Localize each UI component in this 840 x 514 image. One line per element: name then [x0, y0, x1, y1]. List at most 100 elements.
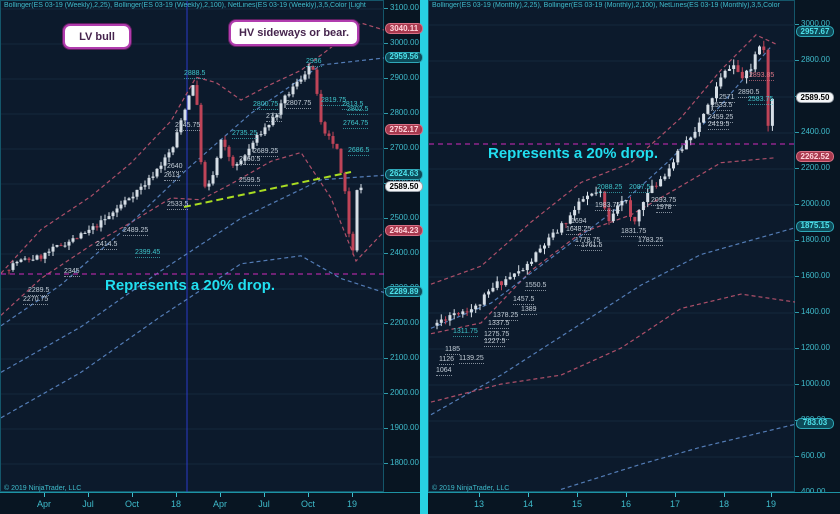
price-axis-label: 1200.00 — [801, 342, 830, 352]
bar-price-label: 2093.75 — [651, 197, 677, 204]
monthly-chart-plot-area[interactable]: Bollinger(ES 03-19 (Monthly),2,25), Boll… — [428, 0, 796, 493]
bar-price-label: 2893.85 — [749, 72, 775, 79]
time-axis-tick — [264, 493, 265, 497]
price-axis-tick — [795, 275, 799, 277]
price-axis-label: 2200.00 — [390, 318, 419, 327]
bar-price-label: 1126 — [439, 356, 455, 363]
bar-price-label: 2571 — [719, 94, 735, 101]
time-axis-label: 17 — [669, 499, 681, 509]
price-axis-label: 2200.00 — [801, 162, 830, 172]
time-axis-label: 16 — [620, 499, 632, 509]
time-axis-label: Oct — [300, 499, 316, 509]
bar-price-label: 2533.5 — [711, 102, 733, 109]
time-axis-tick — [44, 493, 45, 497]
time-axis-label: 13 — [473, 499, 485, 509]
monthly-chart-panel: Bollinger(ES 03-19 (Monthly),2,25), Boll… — [428, 0, 840, 514]
bar-price-label: 2764.75 — [343, 120, 369, 127]
price-axis-label: 2900.00 — [390, 73, 419, 82]
weekly-drop-annotation: Represents a 20% drop. — [105, 277, 276, 294]
price-axis-tick — [384, 463, 388, 464]
weekly-time-axis[interactable]: Apr Jul Oct 18 Apr Jul Oct 19 — [0, 492, 420, 514]
price-axis-tick — [384, 218, 388, 219]
time-axis-tick — [132, 493, 133, 497]
bar-price-label: 1389 — [521, 306, 537, 313]
panel-divider[interactable] — [420, 0, 428, 514]
time-axis-tick — [176, 493, 177, 497]
price-axis-label: 3000.00 — [390, 38, 419, 47]
time-axis-label: 18 — [170, 499, 182, 509]
price-axis-tick — [384, 8, 388, 9]
time-axis-tick — [771, 493, 772, 497]
monthly-price-axis[interactable]: 3000.002800.002600.002400.002200.002000.… — [795, 0, 840, 495]
bar-price-label: 1227.5 — [484, 338, 506, 345]
price-axis-tick — [384, 78, 388, 79]
time-axis-label: 14 — [522, 499, 534, 509]
bar-price-label: 2533.5 — [167, 201, 189, 208]
price-axis-label: 3100.00 — [390, 3, 419, 12]
time-axis-tick — [479, 493, 480, 497]
monthly-drop-annotation: Represents a 20% drop. — [488, 145, 659, 162]
price-axis-tick — [795, 347, 799, 349]
weekly-indicator-header: Bollinger(ES 03-19 (Weekly),2,25), Bolli… — [4, 2, 366, 9]
indicator-price-badge: 3040.11 — [385, 23, 423, 35]
time-axis-label: 15 — [571, 499, 583, 509]
bar-price-label: 2689.25 — [253, 148, 279, 155]
bar-price-label: 1378.25 — [493, 312, 519, 319]
weekly-price-axis[interactable]: 3100.003000.002900.002800.002700.002600.… — [384, 0, 423, 492]
indicator-price-badge: 2752.17 — [385, 124, 423, 136]
weekly-copyright: © 2019 NinjaTrader, LLC — [4, 485, 82, 492]
price-axis-tick — [384, 43, 388, 44]
price-axis-label: 1900.00 — [390, 423, 419, 432]
price-axis-label: 2400.00 — [801, 126, 830, 136]
bar-price-label: 1457.5 — [513, 296, 535, 303]
price-axis-tick — [795, 167, 799, 169]
bar-price-label: 1064 — [436, 367, 452, 374]
time-axis-label: Jul — [258, 499, 270, 509]
bar-price-label: 2399.45 — [135, 249, 161, 256]
bar-price-label: 2270.75 — [23, 296, 49, 303]
callout-lv-bull: LV bull — [63, 24, 131, 49]
bar-price-label: 1185 — [445, 346, 461, 353]
weekly-chart-plot-area[interactable]: Bollinger(ES 03-19 (Weekly),2,25), Bolli… — [0, 0, 385, 493]
price-axis-tick — [795, 59, 799, 61]
bar-price-label: 2459.25 — [708, 114, 734, 121]
price-axis-label: 2500.00 — [390, 213, 419, 222]
bar-price-label: 2735.25 — [232, 130, 258, 137]
time-axis-tick — [308, 493, 309, 497]
time-axis-tick — [626, 493, 627, 497]
bar-price-label: 1311.75 — [453, 328, 478, 335]
monthly-copyright: © 2019 NinjaTrader, LLC — [432, 485, 510, 492]
indicator-price-badge: 2959.56 — [385, 51, 423, 63]
bar-price-label: 2819.75 — [321, 97, 347, 104]
indicator-price-badge: 783.03 — [796, 417, 834, 429]
bar-price-label: 2800.75 — [253, 101, 279, 108]
price-axis-label: 1800.00 — [801, 234, 830, 244]
bar-price-label: 1275.75 — [484, 331, 510, 338]
indicator-price-badge: 2624.63 — [385, 168, 423, 180]
price-axis-tick — [795, 131, 799, 133]
bar-price-label: 1550.5 — [525, 282, 547, 289]
bar-price-label: 1337.5 — [488, 320, 510, 327]
price-axis-label: 2800.00 — [390, 108, 419, 117]
price-axis-tick — [795, 23, 799, 25]
price-axis-label: 400.00 — [801, 487, 825, 496]
time-axis-tick — [724, 493, 725, 497]
price-axis-label: 1600.00 — [801, 270, 830, 280]
bar-price-label: 2289.5 — [28, 287, 50, 294]
time-axis-label: 19 — [346, 499, 358, 509]
monthly-indicator-header: Bollinger(ES 03-19 (Monthly),2,25), Boll… — [432, 2, 780, 9]
indicator-price-badge: 2957.67 — [796, 26, 834, 38]
time-axis-tick — [675, 493, 676, 497]
price-axis-label: 1000.00 — [801, 378, 830, 388]
time-axis-tick — [352, 493, 353, 497]
price-axis-tick — [795, 455, 799, 457]
bar-price-label: 2686.5 — [348, 147, 370, 154]
monthly-time-axis[interactable]: 13 14 15 16 17 18 19 — [428, 492, 840, 514]
time-axis-tick — [88, 493, 89, 497]
time-axis-tick — [577, 493, 578, 497]
bar-price-label: 2813.5 — [342, 101, 364, 108]
last-price-badge: 2589.50 — [796, 92, 834, 104]
last-price-badge: 2589.50 — [385, 181, 423, 193]
time-axis-label: 19 — [765, 499, 777, 509]
